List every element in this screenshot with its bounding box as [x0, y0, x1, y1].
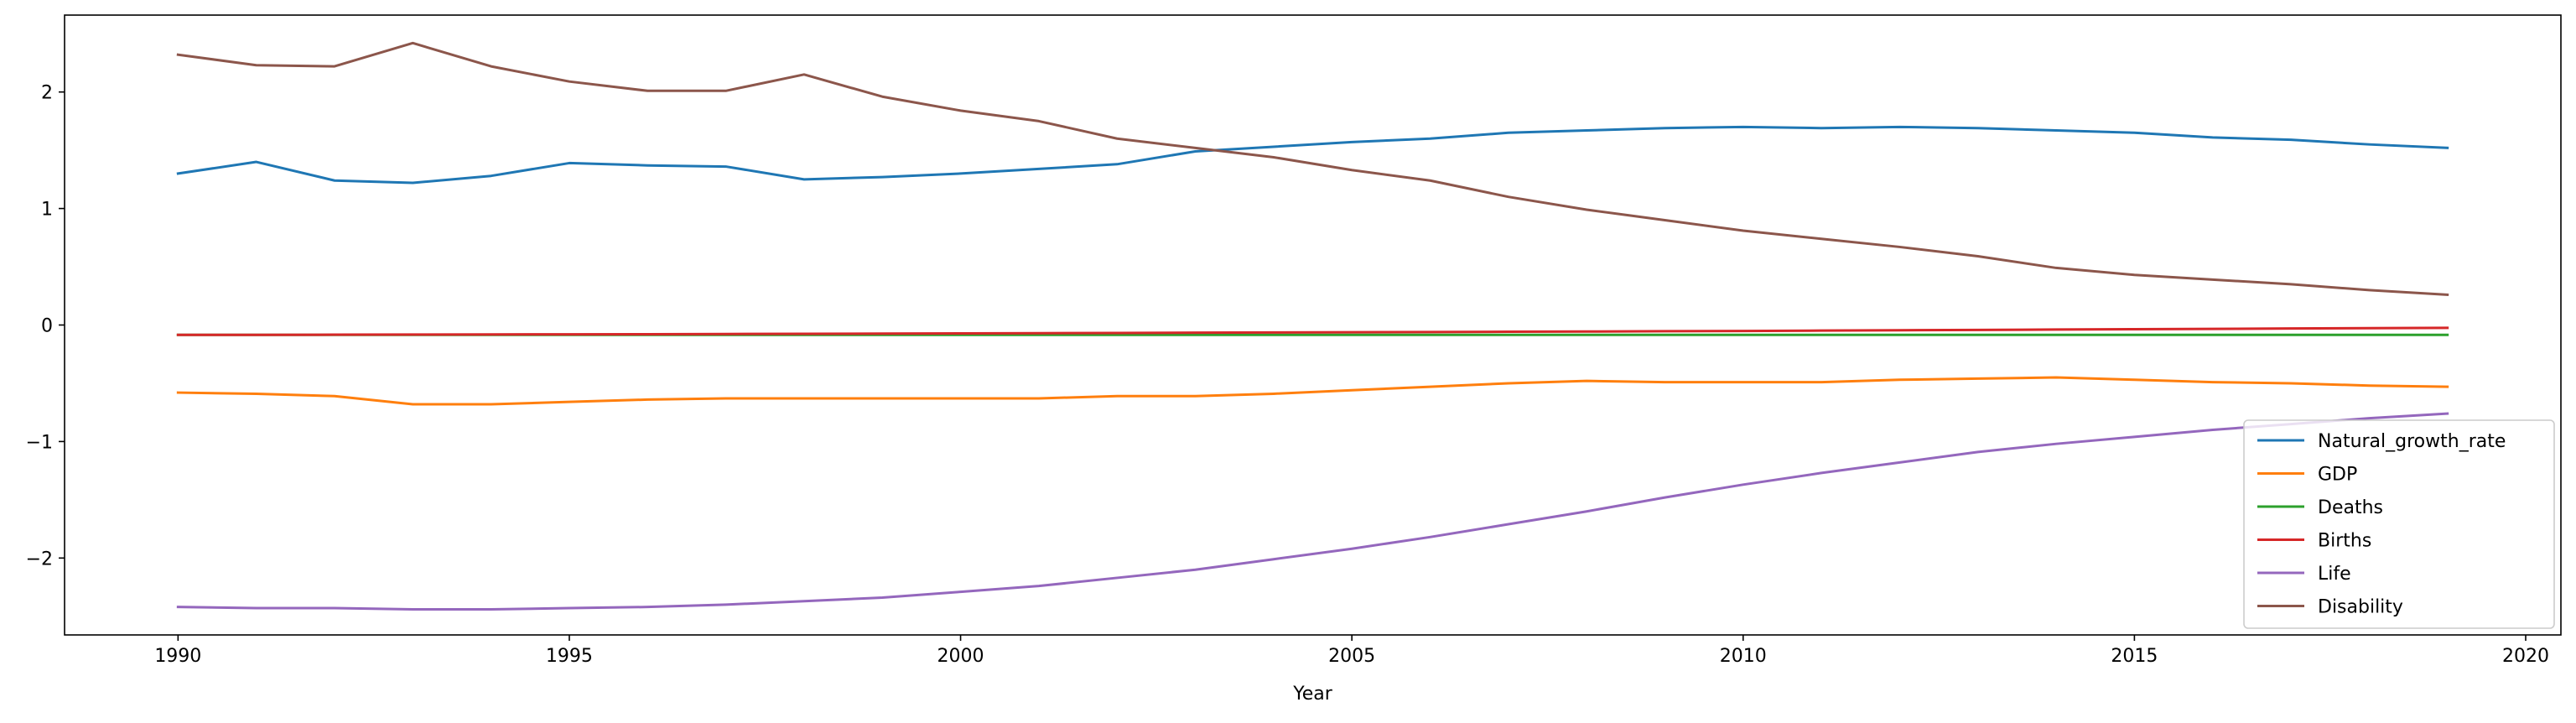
plot-background — [65, 15, 2561, 635]
y-tick-label: −2 — [26, 549, 53, 570]
series-layer — [176, 41, 2449, 611]
series-line-life — [176, 412, 2449, 611]
x-tick-label: 1995 — [546, 646, 593, 667]
legend-box — [2243, 419, 2555, 629]
x-tick-label: 2005 — [1328, 646, 1375, 667]
y-tick-label: −1 — [26, 432, 53, 453]
legend-label-deaths: Deaths — [2318, 497, 2383, 518]
legend-label-disability: Disability — [2318, 597, 2403, 618]
legend-label-births: Births — [2318, 531, 2371, 552]
y-tick-label: 1 — [41, 200, 53, 221]
series-line-births — [176, 326, 2449, 336]
x-tick-label: 2020 — [2502, 646, 2549, 667]
series-line-gdp — [176, 376, 2449, 406]
axes-layer: 1990 1995 2000 2005 2010 2015 2020 −2 −1 0 1 2 — [26, 14, 2562, 667]
y-tick-label: 0 — [41, 316, 53, 337]
x-tick-label: 2015 — [2111, 646, 2158, 667]
series-line-disability — [176, 41, 2449, 296]
plot-area — [65, 15, 2561, 635]
x-axis-label: Year — [1292, 684, 1333, 705]
legend: Natural_growth_rate GDP Deaths Births Life Di… — [2243, 419, 2555, 629]
legend-label-gdp: GDP — [2318, 465, 2357, 486]
legend-label-life: Life — [2318, 564, 2351, 585]
series-line-natural-growth-rate — [176, 125, 2449, 185]
x-tick-label: 2000 — [937, 646, 984, 667]
legend-label-natural-growth-rate: Natural_growth_rate — [2318, 431, 2506, 452]
y-tick-label: 2 — [41, 83, 53, 104]
x-tick-label: 1990 — [154, 646, 201, 667]
x-tick-label: 2010 — [1720, 646, 1767, 667]
